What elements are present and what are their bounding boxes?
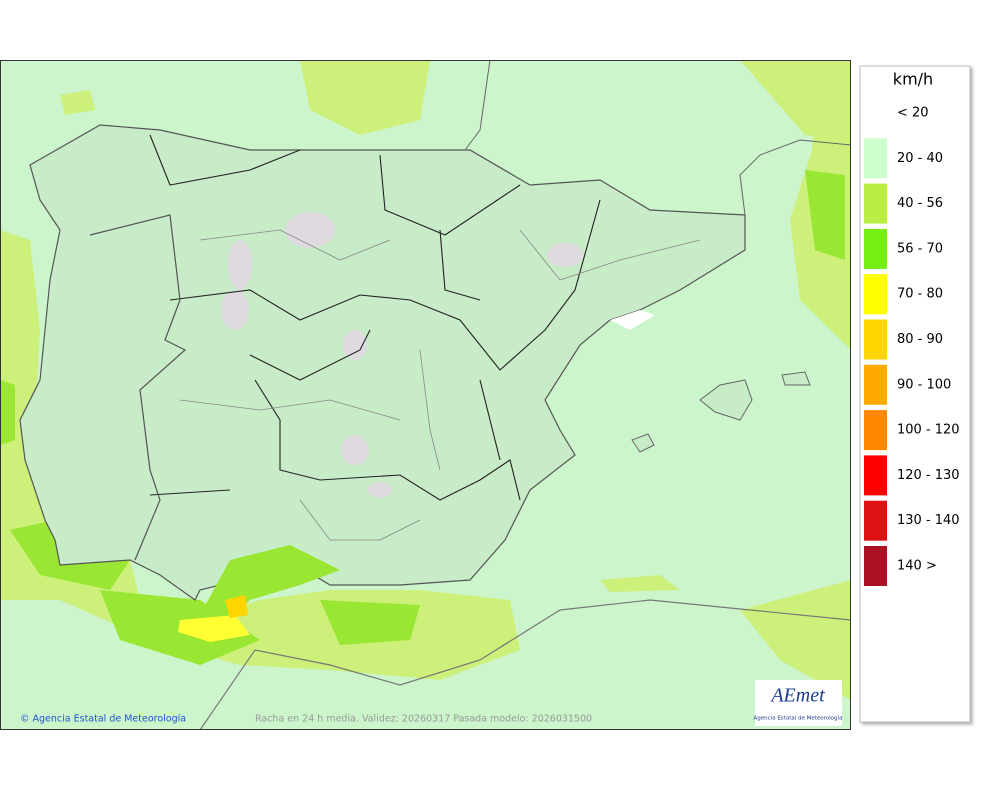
legend: < 20 20 - 40 40 - 56 56 - 70 70 - 80 80 - 90 9…: [864, 93, 960, 586]
legend-title: km/h: [893, 70, 933, 89]
legend-label: 20 - 40: [897, 151, 943, 166]
legend-swatch: [864, 500, 887, 541]
logo-name: AEmet: [769, 685, 825, 707]
legend-swatch: [864, 138, 887, 179]
legend-label: 130 - 140: [897, 513, 960, 528]
ebro-delta-white: [610, 310, 655, 330]
logo-subtitle: Agencia Estatal de Meteorología: [754, 715, 843, 722]
map-frame: [0, 60, 851, 730]
legend-swatch: [864, 274, 887, 315]
province-borders: [179, 229, 701, 541]
legend-swatch: [864, 319, 887, 360]
map: © Agencia Estatal de Meteorología Racha …: [0, 60, 851, 730]
legend-label: 80 - 90: [897, 332, 943, 347]
africa-coast: [199, 599, 851, 730]
legend-label: < 20: [897, 106, 929, 121]
legend-label: 56 - 70: [897, 241, 943, 256]
legend-label: 40 - 56: [897, 196, 943, 211]
strait-yellow-zone: [178, 615, 250, 642]
legend-swatch: [864, 93, 887, 133]
legend-swatch: [864, 546, 887, 586]
logo-box: [755, 680, 842, 726]
logo: AEmet Agencia Estatal de Meteorología: [754, 680, 843, 726]
low-wind-zones: [221, 212, 583, 498]
legend-label: 120 - 130: [897, 468, 960, 483]
legend-swatch: [864, 183, 887, 224]
legend-label: 90 - 100: [897, 377, 951, 392]
region-borders: [149, 134, 601, 501]
france-coast: [464, 60, 491, 151]
france-mediterranean-coast: [739, 139, 851, 216]
legend-label: 100 - 120: [897, 423, 960, 438]
legend-label: 140 >: [897, 559, 937, 574]
credit: © Agencia Estatal de Meteorología: [20, 714, 186, 725]
portugal-border: [89, 214, 187, 561]
caption: Racha en 24 h media. Validez: 20260317 P…: [255, 714, 592, 725]
strait-orange-zone: [225, 595, 248, 618]
legend-swatch: [864, 410, 887, 451]
balearic-islands: [631, 371, 811, 453]
legend-label: 70 - 80: [897, 287, 943, 302]
legend-swatch: [864, 364, 887, 405]
legend-swatch: [864, 228, 887, 269]
legend-swatch: [864, 455, 887, 496]
